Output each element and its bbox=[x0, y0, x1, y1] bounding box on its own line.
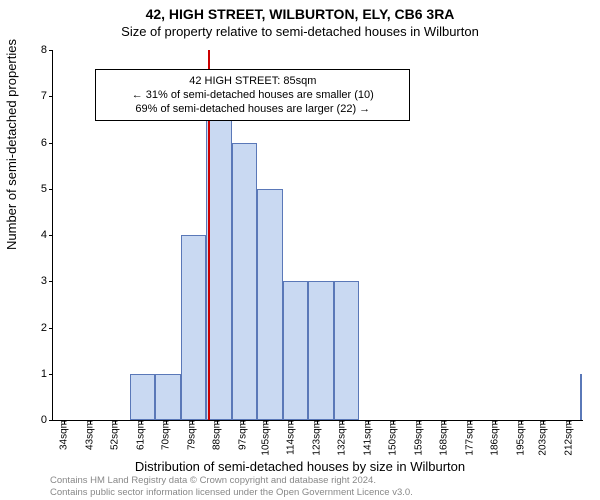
x-tick-mark bbox=[470, 420, 471, 424]
info-box-line-2: ← 31% of semi-detached houses are smalle… bbox=[104, 88, 401, 102]
x-tick-mark bbox=[192, 420, 193, 424]
x-tick-mark bbox=[342, 420, 343, 424]
x-tick-label: 123sqm bbox=[311, 420, 322, 462]
x-tick-mark bbox=[266, 420, 267, 424]
y-tick-mark bbox=[49, 50, 53, 51]
histogram-bar bbox=[232, 143, 258, 421]
chart-title-main: 42, HIGH STREET, WILBURTON, ELY, CB6 3RA bbox=[0, 6, 600, 22]
x-tick-mark bbox=[569, 420, 570, 424]
histogram-bar bbox=[257, 189, 283, 420]
y-tick-mark bbox=[49, 235, 53, 236]
y-tick-mark bbox=[49, 420, 53, 421]
x-tick-label: 132sqm bbox=[337, 420, 348, 462]
x-tick-mark bbox=[217, 420, 218, 424]
x-tick-label: 105sqm bbox=[260, 420, 271, 462]
x-tick-label: 141sqm bbox=[362, 420, 373, 462]
info-box-line-3: 69% of semi-detached houses are larger (… bbox=[104, 102, 401, 116]
histogram-bar bbox=[580, 374, 582, 420]
histogram-bar bbox=[155, 374, 181, 420]
x-tick-mark bbox=[64, 420, 65, 424]
y-tick-mark bbox=[49, 96, 53, 97]
x-tick-label: 61sqm bbox=[135, 420, 146, 456]
x-tick-mark bbox=[521, 420, 522, 424]
x-tick-label: 203sqm bbox=[538, 420, 549, 462]
x-tick-label: 114sqm bbox=[286, 420, 297, 461]
x-tick-label: 88sqm bbox=[212, 420, 223, 456]
y-axis-label: Number of semi-detached properties bbox=[4, 39, 19, 250]
x-tick-label: 186sqm bbox=[490, 420, 501, 462]
x-tick-label: 195sqm bbox=[515, 420, 526, 462]
x-tick-label: 70sqm bbox=[161, 420, 172, 456]
y-tick-mark bbox=[49, 374, 53, 375]
histogram-bar bbox=[130, 374, 156, 420]
x-tick-mark bbox=[368, 420, 369, 424]
x-axis-label: Distribution of semi-detached houses by … bbox=[0, 459, 600, 474]
x-tick-label: 79sqm bbox=[186, 420, 197, 456]
x-tick-mark bbox=[243, 420, 244, 424]
histogram-bar bbox=[181, 235, 207, 420]
x-tick-label: 212sqm bbox=[563, 420, 574, 462]
x-tick-mark bbox=[115, 420, 116, 424]
histogram-bar bbox=[308, 281, 334, 420]
footnote-line-1: Contains HM Land Registry data © Crown c… bbox=[50, 475, 580, 486]
y-tick-mark bbox=[49, 143, 53, 144]
footnote: Contains HM Land Registry data © Crown c… bbox=[50, 475, 580, 498]
x-tick-label: 159sqm bbox=[413, 420, 424, 462]
chart-title-sub: Size of property relative to semi-detach… bbox=[0, 24, 600, 39]
histogram-bar bbox=[334, 281, 360, 420]
x-tick-mark bbox=[90, 420, 91, 424]
x-tick-mark bbox=[291, 420, 292, 424]
y-tick-mark bbox=[49, 189, 53, 190]
x-tick-label: 34sqm bbox=[59, 420, 70, 456]
y-tick-mark bbox=[49, 328, 53, 329]
x-tick-label: 97sqm bbox=[237, 420, 248, 456]
histogram-bar bbox=[283, 281, 309, 420]
x-tick-label: 43sqm bbox=[84, 420, 95, 456]
x-tick-label: 52sqm bbox=[110, 420, 121, 456]
info-box: 42 HIGH STREET: 85sqm← 31% of semi-detac… bbox=[95, 69, 410, 122]
info-box-line-1: 42 HIGH STREET: 85sqm bbox=[104, 74, 401, 88]
y-tick-mark bbox=[49, 281, 53, 282]
x-tick-label: 150sqm bbox=[388, 420, 399, 462]
x-tick-mark bbox=[543, 420, 544, 424]
x-tick-mark bbox=[141, 420, 142, 424]
x-tick-mark bbox=[166, 420, 167, 424]
x-tick-mark bbox=[419, 420, 420, 424]
x-tick-mark bbox=[393, 420, 394, 424]
plot-area: 01234567834sqm43sqm52sqm61sqm70sqm79sqm8… bbox=[52, 50, 583, 421]
footnote-line-2: Contains public sector information licen… bbox=[50, 487, 580, 498]
x-tick-label: 168sqm bbox=[439, 420, 450, 462]
x-tick-label: 177sqm bbox=[464, 420, 475, 462]
x-tick-mark bbox=[495, 420, 496, 424]
chart-container: 42, HIGH STREET, WILBURTON, ELY, CB6 3RA… bbox=[0, 0, 600, 500]
x-tick-mark bbox=[444, 420, 445, 424]
x-tick-mark bbox=[317, 420, 318, 424]
